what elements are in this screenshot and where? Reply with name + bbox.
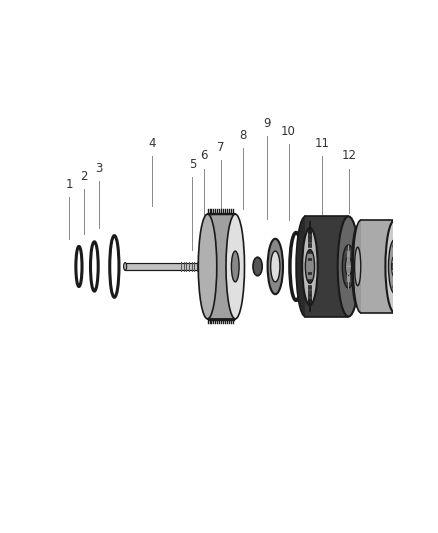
Ellipse shape xyxy=(124,263,127,270)
Ellipse shape xyxy=(352,227,363,306)
Ellipse shape xyxy=(385,220,404,313)
Text: 3: 3 xyxy=(95,162,102,175)
Text: 5: 5 xyxy=(189,158,196,171)
Ellipse shape xyxy=(355,228,365,305)
Ellipse shape xyxy=(302,228,318,305)
Ellipse shape xyxy=(353,220,368,313)
Text: 4: 4 xyxy=(148,137,156,150)
Text: 7: 7 xyxy=(217,141,225,154)
Ellipse shape xyxy=(392,263,394,270)
Text: 1: 1 xyxy=(66,178,73,191)
Ellipse shape xyxy=(346,257,352,276)
Text: 11: 11 xyxy=(315,137,330,150)
Ellipse shape xyxy=(296,216,314,317)
Ellipse shape xyxy=(305,249,314,284)
Ellipse shape xyxy=(253,257,262,276)
Ellipse shape xyxy=(231,251,239,282)
Ellipse shape xyxy=(357,249,363,284)
Ellipse shape xyxy=(342,245,355,288)
Text: 9: 9 xyxy=(263,117,270,130)
Text: 8: 8 xyxy=(239,129,247,142)
Ellipse shape xyxy=(268,239,283,294)
Ellipse shape xyxy=(392,256,398,277)
Ellipse shape xyxy=(395,251,397,257)
Ellipse shape xyxy=(226,214,244,319)
Ellipse shape xyxy=(271,251,280,282)
Bar xyxy=(208,214,235,319)
Bar xyxy=(361,220,395,313)
Ellipse shape xyxy=(393,243,395,249)
Ellipse shape xyxy=(395,276,397,282)
Ellipse shape xyxy=(389,239,401,294)
Ellipse shape xyxy=(355,247,361,286)
Bar xyxy=(305,216,349,317)
Ellipse shape xyxy=(338,216,359,317)
Text: 10: 10 xyxy=(281,125,296,138)
Text: 2: 2 xyxy=(80,170,87,183)
Ellipse shape xyxy=(393,284,395,290)
Ellipse shape xyxy=(198,214,217,319)
Text: 6: 6 xyxy=(201,149,208,163)
Text: 12: 12 xyxy=(342,149,357,163)
Bar xyxy=(125,263,208,270)
